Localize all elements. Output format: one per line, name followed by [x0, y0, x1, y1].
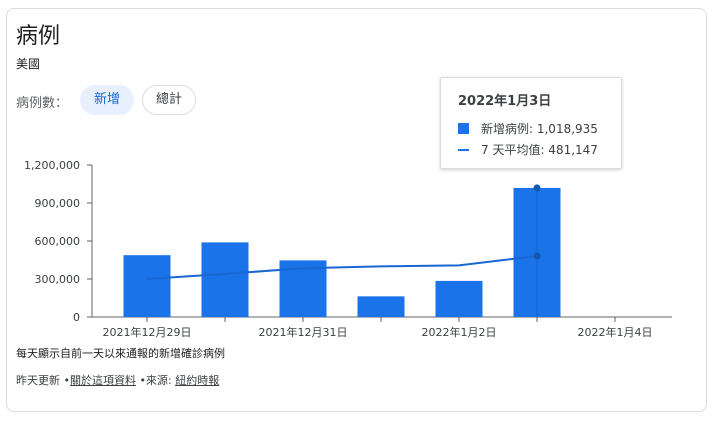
- source-line: 昨天更新 •關於這項資料 •來源: 紐約時報: [16, 372, 219, 388]
- y-tick-label: 900,000: [35, 197, 81, 210]
- x-tick-label: 2021年12月31日: [259, 325, 348, 339]
- chart-tooltip: 2022年1月3日 新增病例: 1,018,935 7 天平均值: 481,14…: [440, 77, 622, 169]
- bar: [435, 280, 483, 317]
- tooltip-average: 7 天平均值: 481,147: [481, 143, 598, 157]
- y-tick-label: 1,200,000: [24, 159, 80, 172]
- card-title: 病例: [16, 24, 61, 49]
- line-legend-icon: [458, 149, 469, 151]
- updated-text: 昨天更新: [16, 374, 60, 387]
- source-link[interactable]: 紐約時報: [175, 374, 220, 387]
- separator: •: [139, 374, 147, 387]
- data-note: 每天顯示自前一天以來通報的新增確診病例: [16, 347, 225, 360]
- y-tick-label: 600,000: [35, 235, 81, 248]
- hover-bar-dot: [533, 184, 541, 192]
- x-tick-label: 2021年12月29日: [103, 325, 192, 339]
- tooltip-date: 2022年1月3日: [458, 94, 552, 109]
- new-cases-chip[interactable]: 新增: [80, 85, 134, 115]
- tooltip-new-cases: 新增病例: 1,018,935: [481, 122, 598, 136]
- bar-legend-square-icon: [458, 123, 469, 134]
- average-line: [146, 255, 538, 280]
- total-cases-chip[interactable]: 總計: [142, 85, 196, 115]
- hover-average-dot: [533, 252, 541, 260]
- bar: [357, 296, 405, 317]
- region-label: 美國: [16, 57, 41, 71]
- about-data-link[interactable]: 關於這項資料: [70, 374, 136, 387]
- x-tick-label: 2022年1月4日: [578, 325, 653, 339]
- cases-label: 病例數：: [16, 96, 69, 111]
- tooltip-new-cases-row: 新增病例: 1,018,935: [458, 120, 598, 137]
- source-label: 來源:: [146, 374, 172, 387]
- y-tick-label: 300,000: [35, 273, 81, 286]
- cases-card: [6, 8, 707, 412]
- x-tick-label: 2022年1月2日: [422, 325, 497, 339]
- y-tick-label: 0: [73, 311, 80, 324]
- bar: [201, 242, 249, 317]
- bar: [123, 255, 171, 317]
- tooltip-average-row: 7 天平均值: 481,147: [458, 141, 598, 158]
- separator: •: [63, 374, 71, 387]
